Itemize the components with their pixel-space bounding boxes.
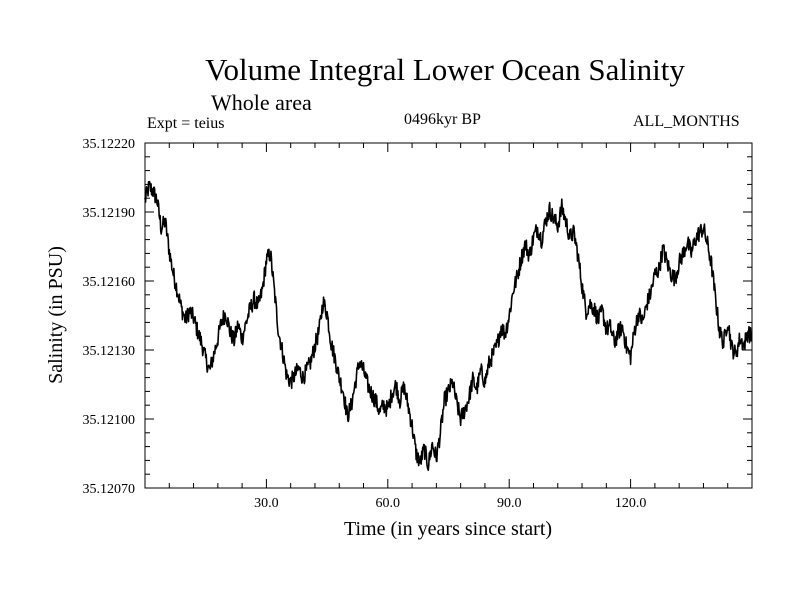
series-line-salinity xyxy=(144,180,753,472)
axis-ticks xyxy=(145,142,752,489)
experiment-label: Expt = teius xyxy=(147,115,225,132)
y-tick-label: 35.12220 xyxy=(83,137,136,152)
tick-labels: 30.0 60.0 90.0 120.0 35.12070 35.12100 35.1213… xyxy=(83,137,647,511)
y-tick-label: 35.12130 xyxy=(83,344,136,359)
y-tick-label: 35.12070 xyxy=(83,482,136,497)
months-label: ALL_MONTHS xyxy=(633,113,740,130)
era-label: 0496kyr BP xyxy=(404,111,481,128)
y-tick-label: 35.12160 xyxy=(83,275,136,290)
x-tick-label: 60.0 xyxy=(376,496,401,511)
y-tick-label: 35.12100 xyxy=(83,413,136,428)
plot-frame xyxy=(144,142,753,489)
x-tick-label: 30.0 xyxy=(254,496,279,511)
x-axis-label: Time (in years since start) xyxy=(344,518,552,540)
chart-subtitle: Whole area xyxy=(211,90,312,115)
series-layer xyxy=(144,180,753,472)
x-tick-label: 120.0 xyxy=(615,496,647,511)
chart-title: Volume Integral Lower Ocean Salinity xyxy=(205,52,685,87)
y-tick-label: 35.12190 xyxy=(83,206,136,221)
x-tick-label: 90.0 xyxy=(497,496,522,511)
y-axis-label: Salinity (in PSU) xyxy=(45,246,67,384)
